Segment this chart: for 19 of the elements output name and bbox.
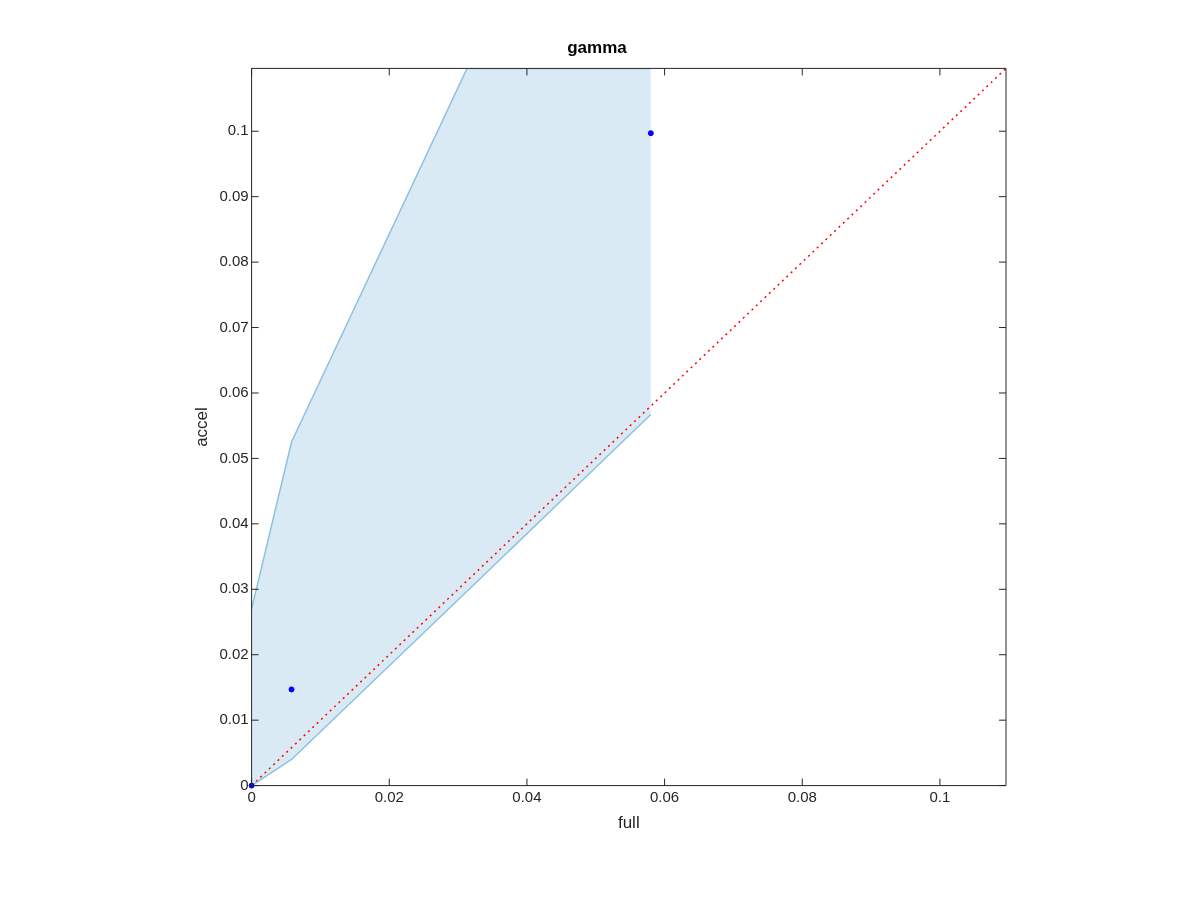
y-tick-label: 0.07 [219,317,249,335]
y-tick-label: 0.02 [219,644,249,662]
y-tick-label: 0.1 [227,121,249,139]
y-tick-label: 0.09 [219,186,249,204]
y-tick-label: 0.03 [219,579,249,597]
x-tick-label: 0.06 [649,787,680,805]
x-tick-label: 0.1 [929,787,951,805]
y-tick-label: 0.01 [219,710,249,728]
y-axis-title: accel [191,407,211,447]
y-tick-label: 0.04 [219,513,249,531]
y-tick-label: 0.08 [219,252,249,270]
x-tick-label: 0.04 [512,787,542,805]
x-axis-title: full [617,813,640,833]
y-tick-label: 0.06 [219,383,249,401]
x-tick-label: 0.08 [787,787,817,805]
y-tick-label: 0.05 [219,448,249,466]
chart-title: gamma [567,37,628,57]
x-tick-label: 0.02 [374,787,404,805]
y-tick-label: 0 [240,775,249,793]
